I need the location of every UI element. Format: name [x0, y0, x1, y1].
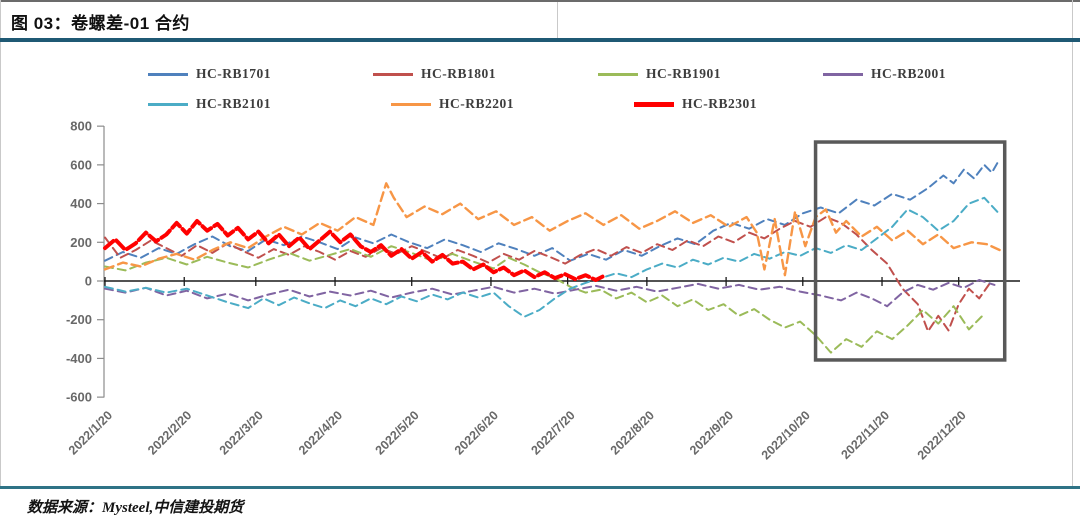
- x-axis-label: 2022/11/20: [838, 408, 892, 462]
- panel-right-border: [1072, 0, 1073, 487]
- y-axis-label: -600: [66, 390, 92, 405]
- x-axis-label: 2022/7/20: [529, 408, 578, 457]
- legend-label: HC-RB2101: [196, 96, 271, 111]
- x-axis-label: 2022/10/20: [759, 408, 813, 462]
- legend-item-hc-rb1801: HC-RB1801: [373, 66, 598, 82]
- legend-swatch-hc-rb2301: [634, 101, 674, 107]
- x-axis-label: 2022/8/20: [608, 408, 657, 457]
- y-axis-label: -400: [66, 351, 92, 366]
- y-axis-label: -200: [66, 312, 92, 327]
- legend-label: HC-RB2201: [439, 96, 514, 111]
- series-line-hc-rb2101: [104, 196, 1001, 318]
- x-axis-label: 2022/3/20: [217, 408, 266, 457]
- chart-legend-row-2: HC-RB2101 HC-RB2201 HC-RB2301: [148, 96, 1048, 112]
- legend-item-hc-rb1701: HC-RB1701: [148, 66, 373, 82]
- y-axis-label: 600: [70, 157, 92, 172]
- legend-item-hc-rb2101: HC-RB2101: [148, 96, 391, 112]
- x-axis-label: 2022/1/20: [66, 408, 115, 457]
- series-line-hc-rb2301: [103, 219, 606, 282]
- legend-label: HC-RB1901: [646, 66, 721, 81]
- panel-left-border: [0, 0, 1, 487]
- legend-swatch-hc-rb2101: [148, 102, 188, 106]
- legend-item-hc-rb1901: HC-RB1901: [598, 66, 823, 82]
- legend-item-hc-rb2001: HC-RB2001: [823, 66, 1048, 82]
- legend-item-hc-rb2201: HC-RB2201: [391, 96, 634, 112]
- highlight-box: [813, 140, 1007, 362]
- y-axis-label: 400: [70, 196, 92, 211]
- data-source-note: 数据来源：Mysteel,中信建投期货: [27, 500, 244, 516]
- legend-swatch-hc-rb2001: [823, 72, 863, 76]
- x-axis-label: 2022/4/20: [296, 408, 345, 457]
- series-line-hc-rb1701: [104, 158, 1001, 262]
- x-axis-label: 2022/9/20: [687, 408, 736, 457]
- legend-label: HC-RB1801: [421, 66, 496, 81]
- x-axis-label: 2022/5/20: [373, 408, 422, 457]
- chart-legend-row-1: HC-RB1701 HC-RB1801 HC-RB1901 HC-RB2001: [148, 66, 1048, 82]
- y-axis-label: 200: [70, 235, 92, 250]
- title-underline: [0, 38, 1080, 42]
- legend-swatch-hc-rb2201: [391, 102, 431, 106]
- legend-label: HC-RB2301: [682, 96, 757, 111]
- y-axis-label: 0: [85, 274, 92, 289]
- legend-swatch-hc-rb1701: [148, 72, 188, 76]
- legend-item-hc-rb2301: HC-RB2301: [634, 96, 877, 112]
- legend-swatch-hc-rb1801: [373, 72, 413, 76]
- series-line-hc-rb1801: [104, 216, 991, 333]
- legend-swatch-hc-rb1901: [598, 72, 638, 76]
- y-axis-label: 800: [70, 119, 92, 134]
- x-axis-label: 2022/2/20: [145, 408, 194, 457]
- series-line-hc-rb2001: [104, 279, 996, 308]
- footer-divider-line: [0, 486, 1080, 489]
- x-axis-label: 2022/6/20: [452, 408, 501, 457]
- figure-title: 图 03：卷螺差-01 合约: [11, 14, 190, 33]
- legend-label: HC-RB2001: [871, 66, 946, 81]
- title-cell-divider: [557, 2, 558, 39]
- x-axis-label: 2022/12/20: [915, 408, 969, 462]
- legend-label: HC-RB1701: [196, 66, 271, 81]
- series-line-hc-rb1901: [104, 245, 986, 354]
- series-line-hc-rb2201: [103, 182, 1001, 277]
- panel-top-border: [0, 0, 1080, 2]
